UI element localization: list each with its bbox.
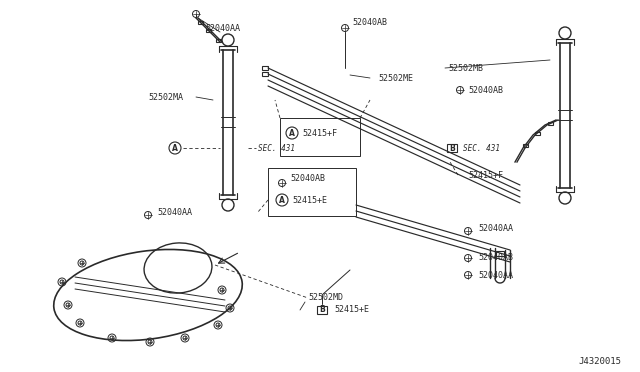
Text: A: A	[279, 196, 285, 205]
Text: 52040AA: 52040AA	[478, 270, 513, 279]
Text: 52040AB: 52040AB	[352, 17, 387, 26]
Text: 52502MA: 52502MA	[148, 93, 183, 102]
Bar	[262, 72, 268, 76]
Text: 52415+F: 52415+F	[302, 128, 337, 138]
Text: 52502MD: 52502MD	[308, 294, 343, 302]
Bar	[206, 29, 211, 32]
Bar	[317, 306, 327, 314]
Text: A: A	[172, 144, 178, 153]
Bar	[216, 39, 221, 42]
Text: 52415+E: 52415+E	[334, 305, 369, 314]
Text: 52040AA: 52040AA	[478, 224, 513, 232]
Text: 52415+E: 52415+E	[292, 196, 327, 205]
Bar	[198, 21, 203, 24]
Text: 52040AA: 52040AA	[205, 23, 240, 32]
Text: B: B	[319, 305, 325, 314]
Bar	[280, 118, 360, 156]
Text: SEC. 431: SEC. 431	[463, 144, 500, 153]
Text: B: B	[449, 144, 455, 153]
Text: 52502ME: 52502ME	[378, 74, 413, 83]
Bar	[447, 144, 457, 152]
Text: 52040AB: 52040AB	[478, 253, 513, 263]
Text: SEC. 431: SEC. 431	[258, 144, 295, 153]
Text: 52040AB: 52040AB	[468, 86, 503, 94]
Bar	[523, 144, 528, 147]
Text: 52415+F: 52415+F	[468, 170, 503, 180]
Bar	[548, 122, 553, 125]
Bar	[496, 251, 504, 256]
Text: J4320015: J4320015	[578, 357, 621, 366]
Text: 52040AA: 52040AA	[157, 208, 192, 217]
Text: 52502MB: 52502MB	[448, 64, 483, 73]
Text: A: A	[289, 128, 295, 138]
Bar	[268, 168, 356, 216]
Text: 52040AB: 52040AB	[290, 173, 325, 183]
Bar	[262, 66, 268, 70]
Bar	[535, 132, 540, 135]
